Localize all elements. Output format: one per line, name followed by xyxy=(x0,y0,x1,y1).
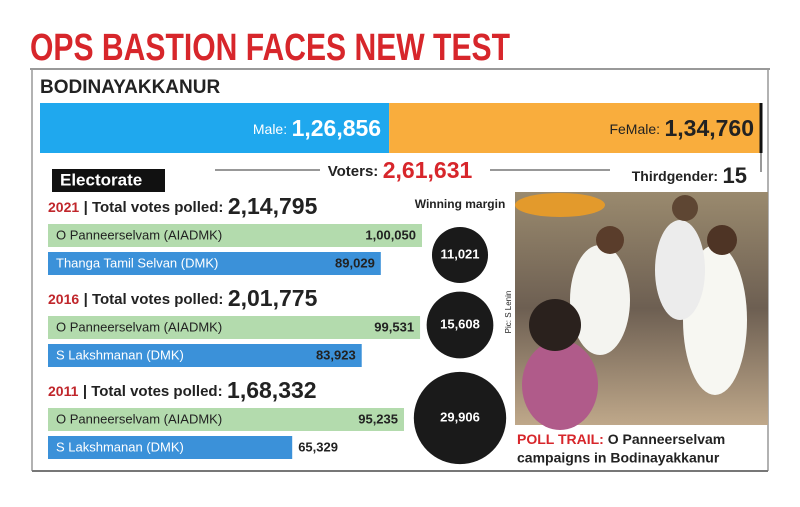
photo-credit: Pic: S Lenin xyxy=(504,291,513,334)
thirdgender-value: 15 xyxy=(723,163,747,188)
female-caption: FeMale: xyxy=(609,121,660,137)
electorate-heading: Electorate xyxy=(60,170,142,189)
male-caption: Male: xyxy=(253,121,287,137)
vote-label: 65,329 xyxy=(298,439,338,454)
year: 2016 xyxy=(48,291,79,307)
total-value: 2,14,795 xyxy=(228,193,318,219)
voters-value: 2,61,631 xyxy=(383,157,473,183)
margin-label: 15,608 xyxy=(440,316,480,331)
photo-shape xyxy=(707,225,737,255)
photo-shape xyxy=(672,195,698,221)
vote-label: 89,029 xyxy=(335,255,375,270)
election-header: 2016 | Total votes polled: 2,01,775 xyxy=(48,285,318,311)
margin-heading: Winning margin xyxy=(415,197,506,211)
margin-label: 11,021 xyxy=(440,246,479,261)
photo-shape xyxy=(655,220,705,320)
vote-bar xyxy=(48,316,421,339)
margin-circle xyxy=(413,371,507,465)
female-bar xyxy=(389,103,760,153)
election-header: 2011 | Total votes polled: 1,68,332 xyxy=(48,377,317,403)
candidate-name: Thanga Tamil Selvan (DMK) xyxy=(56,255,218,270)
year: 2021 xyxy=(48,199,79,215)
total-caption: | Total votes polled: xyxy=(84,291,224,308)
constituency: BODINAYAKKANUR xyxy=(40,77,220,98)
margin-label: 29,906 xyxy=(440,409,480,424)
vote-label: 1,00,050 xyxy=(365,227,416,242)
thirdgender: Thirdgender: 15 xyxy=(632,163,747,188)
vote-bar xyxy=(48,252,381,275)
vote-bar xyxy=(48,224,422,247)
vote-bar xyxy=(48,344,362,367)
male-bar xyxy=(40,103,390,153)
voters-caption: Voters: xyxy=(328,163,379,180)
total-caption: | Total votes polled: xyxy=(83,383,223,400)
total-caption: | Total votes polled: xyxy=(84,199,224,216)
photo-shape xyxy=(570,245,630,355)
title: OPS BASTION FACES NEW TEST xyxy=(30,27,510,69)
male-label: Male: 1,26,856 xyxy=(253,115,381,141)
vote-label: 83,923 xyxy=(316,347,356,362)
year: 2011 xyxy=(48,383,79,399)
total-value: 2,01,775 xyxy=(228,285,318,311)
total-value: 1,68,332 xyxy=(227,377,317,403)
voters: Voters: 2,61,631 xyxy=(328,157,473,183)
male-value: 1,26,856 xyxy=(292,115,382,141)
vote-bar xyxy=(48,436,293,459)
candidate-name: S Lakshmanan (DMK) xyxy=(56,439,184,454)
photo-shape xyxy=(522,340,598,430)
electorate-box xyxy=(52,169,165,192)
caption-line: O Panneerselvam xyxy=(608,431,726,447)
election-header: 2021 | Total votes polled: 2,14,795 xyxy=(48,193,318,219)
margin-circle xyxy=(426,291,494,359)
female-value: 1,34,760 xyxy=(664,115,754,141)
photo-shape xyxy=(596,226,624,254)
candidate-name: O Panneerselvam (AIADMK) xyxy=(56,227,222,242)
photo xyxy=(515,192,768,430)
margin-circle xyxy=(431,226,489,284)
thirdgender-caption: Thirdgender: xyxy=(632,168,718,184)
photo-shape xyxy=(515,193,605,217)
vote-bar xyxy=(48,408,405,431)
caption-line: campaigns in Bodinayakkanur xyxy=(517,450,720,466)
vote-label: 95,235 xyxy=(358,411,398,426)
candidate-name: O Panneerselvam (AIADMK) xyxy=(56,411,222,426)
candidate-name: O Panneerselvam (AIADMK) xyxy=(56,319,222,334)
photo-shape xyxy=(529,299,581,351)
caption-lead: POLL TRAIL: xyxy=(517,431,604,447)
candidate-name: S Lakshmanan (DMK) xyxy=(56,347,184,362)
vote-label: 99,531 xyxy=(374,319,414,334)
caption: POLL TRAIL: O Panneerselvam xyxy=(517,431,725,447)
female-label: FeMale: 1,34,760 xyxy=(609,115,754,141)
